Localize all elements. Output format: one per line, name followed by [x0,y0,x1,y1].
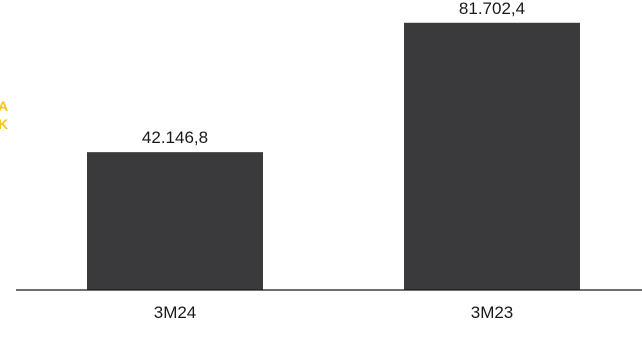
x-tick-labels-group: 3M24 3M23 [154,303,514,322]
x-tick-label-3m23: 3M23 [471,303,514,322]
side-letter-1: K [0,116,8,132]
bar-3m23 [404,23,580,290]
x-tick-label-3m24: 3M24 [154,303,197,322]
bars-group [87,23,580,290]
side-letter-0: A [0,98,8,114]
value-label-3m24: 42.146,8 [142,128,208,147]
cropped-text-fragment: AK [0,98,8,132]
value-label-3m23: 81.702,4 [459,0,525,18]
bar-3m24 [87,152,263,290]
